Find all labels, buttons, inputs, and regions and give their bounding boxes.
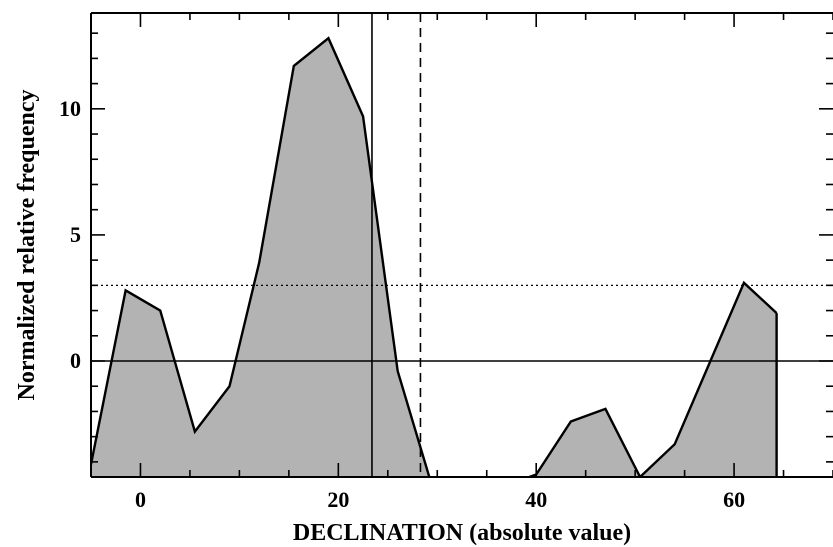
plot-area (91, 13, 833, 477)
y-axis-title: Normalized relative frequency (14, 89, 40, 400)
x-axis-title: DECLINATION (absolute value) (293, 520, 631, 546)
axis-ticks (91, 13, 833, 477)
y-tick-label: 10 (59, 96, 81, 121)
tick-labels: 0 20 40 60 0 5 10 (59, 96, 745, 512)
x-tick-label: 20 (327, 487, 349, 512)
x-tick-label: 0 (135, 487, 146, 512)
y-tick-label: 0 (70, 348, 81, 373)
x-tick-label: 40 (525, 487, 547, 512)
x-tick-label: 60 (723, 487, 745, 512)
y-tick-label: 5 (70, 222, 81, 247)
axes-frame (90, 12, 833, 478)
series-0-outline (91, 36, 778, 477)
series-0-area (91, 38, 777, 477)
